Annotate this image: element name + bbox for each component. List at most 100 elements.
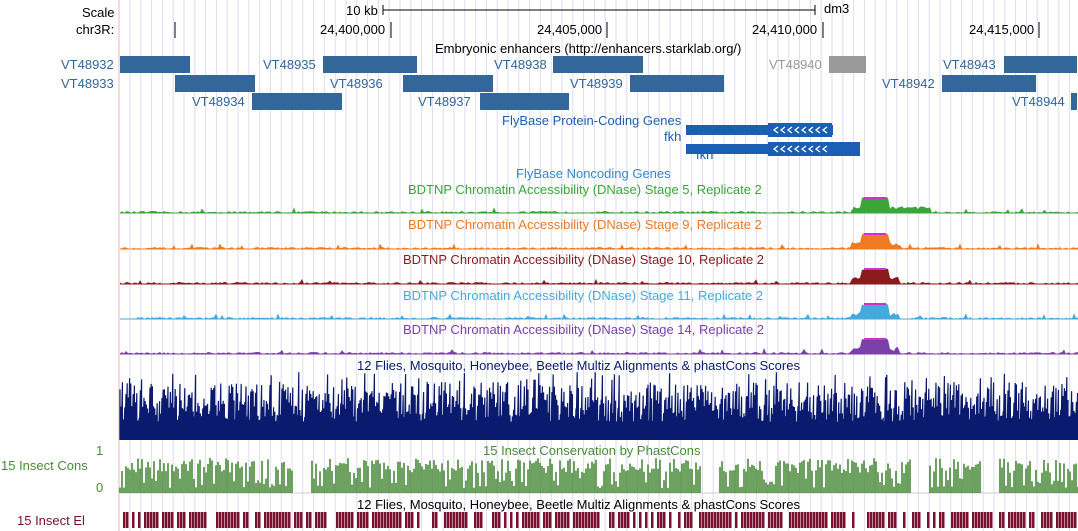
enhancer-feature[interactable]	[323, 56, 417, 73]
conserved-element[interactable]	[816, 512, 819, 528]
conserved-element[interactable]	[282, 512, 285, 528]
elements-side-label[interactable]: 15 Insect El	[17, 513, 85, 528]
conserved-element[interactable]	[999, 512, 1002, 528]
conserved-element[interactable]	[954, 512, 957, 528]
conserved-element[interactable]	[744, 512, 747, 528]
conserved-element[interactable]	[462, 512, 465, 528]
conserved-element[interactable]	[195, 512, 198, 528]
conserved-element[interactable]	[957, 512, 960, 528]
conserved-element[interactable]	[450, 512, 453, 528]
conserved-element[interactable]	[192, 512, 195, 528]
conserved-element[interactable]	[525, 512, 528, 528]
conserved-element[interactable]	[894, 512, 897, 528]
conserved-element[interactable]	[318, 512, 321, 528]
conserved-element[interactable]	[720, 512, 723, 528]
enhancer-label[interactable]: VT48944	[1012, 94, 1065, 109]
conserved-element[interactable]	[162, 512, 165, 528]
dnase-signal[interactable]	[120, 338, 1078, 354]
conserved-element[interactable]	[1065, 512, 1068, 528]
gene-exon-coding[interactable]	[768, 123, 832, 137]
conserved-element[interactable]	[912, 512, 915, 528]
dnase-signal[interactable]	[120, 303, 1078, 319]
conserved-element[interactable]	[183, 512, 186, 528]
gene-label[interactable]: fkh	[696, 147, 714, 162]
conserved-element[interactable]	[585, 512, 588, 528]
conserved-element[interactable]	[594, 512, 597, 528]
conserved-element[interactable]	[813, 512, 816, 528]
conserved-element[interactable]	[171, 512, 174, 528]
conserved-element[interactable]	[363, 512, 366, 528]
multiz-track-title[interactable]: 12 Flies, Mosquito, Honeybee, Beetle Mul…	[357, 358, 800, 373]
conserved-element[interactable]	[840, 512, 843, 528]
conserved-element[interactable]	[735, 512, 738, 528]
conserved-element[interactable]	[189, 512, 192, 528]
conserved-element[interactable]	[609, 512, 612, 528]
conserved-element[interactable]	[825, 512, 828, 528]
conserved-element[interactable]	[759, 512, 762, 528]
conserved-element[interactable]	[357, 512, 360, 528]
conserved-element[interactable]	[510, 512, 513, 528]
conserved-element[interactable]	[831, 512, 834, 528]
conserved-element[interactable]	[591, 512, 594, 528]
conserved-element[interactable]	[1068, 512, 1071, 528]
conserved-element[interactable]	[918, 512, 921, 528]
conserved-element[interactable]	[417, 512, 420, 528]
conserved-element[interactable]	[360, 512, 363, 528]
conserved-element[interactable]	[153, 512, 156, 528]
dnase-track-title[interactable]: BDTNP Chromatin Accessibility (DNase) St…	[403, 322, 765, 337]
conserved-element[interactable]	[390, 512, 393, 528]
conserved-element[interactable]	[804, 512, 807, 528]
conserved-element[interactable]	[873, 512, 876, 528]
genes-track-title[interactable]: FlyBase Protein-Coding Genes	[502, 113, 682, 128]
conserved-element[interactable]	[882, 512, 885, 528]
enhancer-features[interactable]	[120, 56, 1077, 110]
conservation-signal-plot[interactable]	[119, 458, 1078, 494]
conserved-element[interactable]	[1056, 512, 1059, 528]
conserved-element[interactable]	[837, 512, 840, 528]
conserved-element[interactable]	[132, 512, 135, 528]
conserved-element[interactable]	[345, 512, 348, 528]
conserved-element[interactable]	[255, 512, 258, 528]
conserved-element[interactable]	[981, 512, 984, 528]
enhancer-label[interactable]: VT48940	[769, 57, 822, 72]
gene-models[interactable]	[686, 123, 860, 156]
conserved-element[interactable]	[531, 512, 534, 528]
conserved-element[interactable]	[126, 512, 129, 528]
conserved-element[interactable]	[1071, 512, 1074, 528]
conserved-element[interactable]	[1032, 512, 1035, 528]
conserved-element[interactable]	[762, 512, 765, 528]
conserved-element[interactable]	[231, 512, 234, 528]
conserved-element[interactable]	[1047, 512, 1050, 528]
conserved-element[interactable]	[294, 512, 297, 528]
conserved-element[interactable]	[987, 512, 990, 528]
dnase-signal[interactable]	[120, 197, 1078, 213]
conserved-element[interactable]	[834, 512, 837, 528]
conserved-element[interactable]	[819, 512, 822, 528]
conserved-element[interactable]	[729, 512, 732, 528]
conserved-element[interactable]	[285, 512, 288, 528]
conserved-element[interactable]	[558, 512, 561, 528]
dnase-signal[interactable]	[120, 233, 1078, 249]
conserved-element[interactable]	[714, 512, 717, 528]
conserved-element[interactable]	[633, 512, 636, 528]
conserved-element[interactable]	[336, 512, 339, 528]
conserved-element[interactable]	[798, 512, 801, 528]
conserved-element[interactable]	[942, 512, 945, 528]
conserved-element[interactable]	[381, 512, 384, 528]
conserved-element[interactable]	[933, 512, 936, 528]
enhancer-label[interactable]: VT48937	[418, 94, 471, 109]
conserved-element[interactable]	[339, 512, 342, 528]
conserved-element[interactable]	[396, 512, 399, 528]
conserved-element[interactable]	[1011, 512, 1014, 528]
conserved-element[interactable]	[843, 512, 846, 528]
conserved-element[interactable]	[756, 512, 759, 528]
conserved-element[interactable]	[495, 512, 498, 528]
conserved-element[interactable]	[963, 512, 966, 528]
conserved-element[interactable]	[573, 512, 576, 528]
conserved-element[interactable]	[408, 512, 411, 528]
conserved-element[interactable]	[204, 512, 207, 528]
conserved-element[interactable]	[1020, 512, 1023, 528]
conserved-element[interactable]	[492, 512, 495, 528]
conserved-element[interactable]	[810, 512, 813, 528]
